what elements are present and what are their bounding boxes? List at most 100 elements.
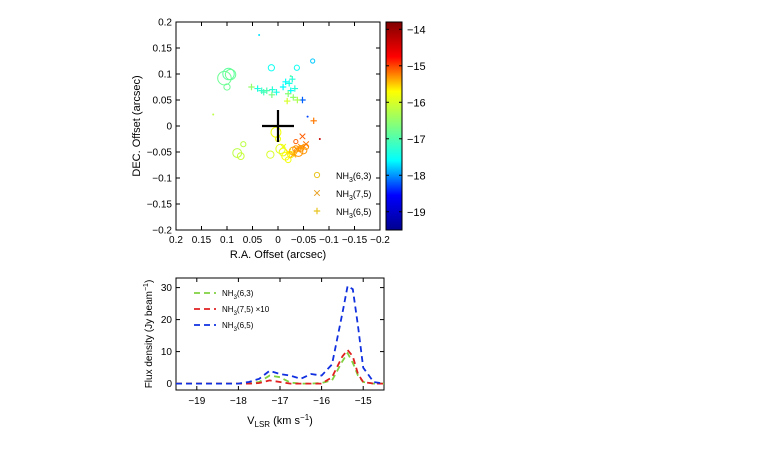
spectrum-legend-label: NH3(6,5) [222, 321, 254, 333]
spectrum-x-tick-label: −15 [355, 396, 372, 407]
scatter-point-circle [293, 64, 300, 71]
colorbar-ticks: −14 −15 −16 −17 −18 −19 [386, 24, 426, 219]
scatter-point-dot [318, 138, 321, 140]
colorbar-tick-label: −17 [407, 134, 426, 146]
scatter-legend-label: NH3(6,5) [336, 207, 371, 220]
center-cross [262, 110, 294, 142]
scatter-legend-label: NH3(6,3) [336, 171, 371, 184]
scatter-y-tick-label: −0.15 [147, 200, 173, 211]
scatter-point-dot [258, 34, 261, 36]
scatter-point-plus [273, 89, 280, 96]
colorbar-tick-label: −18 [407, 170, 426, 182]
spectrum-y-tick-label: 10 [161, 347, 173, 358]
center-cross-mark [262, 110, 294, 142]
spectrum-plot-area [175, 277, 385, 391]
scatter-point-circle [266, 150, 275, 159]
scatter-x-tick-label: 0.2 [169, 235, 183, 246]
scatter-y-tick-label: 0.05 [153, 96, 173, 107]
spectrum-x-ticks: −19 −18 −17 −16 −15 [188, 278, 372, 407]
scatter-point-plus [263, 87, 270, 94]
spectrum-series-line [176, 284, 385, 385]
scatter-y-tick-label: 0.2 [158, 18, 172, 29]
scatter-point-x [285, 148, 292, 156]
scatter-y-label: DEC. Offset (arcsec) [131, 75, 143, 176]
scatter-point-circle [310, 58, 316, 64]
scatter-point-plus [285, 90, 292, 97]
scatter-legend-marker [313, 189, 321, 197]
scatter-legend-marker [313, 171, 321, 179]
scatter-x-label: R.A. Offset (arcsec) [230, 249, 326, 261]
scatter-x-tick-label: −0.1 [319, 235, 339, 246]
scatter-y-ticks: 0.2 0.15 0.1 0.05 0 −0.05 −0.1 −0.15 −0.2 [147, 18, 380, 237]
scatter-point-dot [306, 115, 309, 118]
scatter-x-tick-label: 0.15 [192, 235, 212, 246]
scatter-y-tick-label: −0.2 [152, 226, 172, 237]
scatter-point-x [293, 146, 301, 153]
scatter-y-tick-label: −0.05 [147, 148, 173, 159]
scatter-point-x [279, 143, 287, 150]
scatter-x-tick-label: −0.05 [291, 235, 317, 246]
scatter-point-circle [223, 83, 231, 91]
spectrum-lines [176, 284, 385, 385]
scatter-point-plus [310, 117, 317, 124]
scatter-legend-marker [313, 207, 321, 215]
spectrum-x-tick-label: −19 [188, 396, 205, 407]
scatter-point-x [290, 151, 297, 158]
spectrum-chart: −19 −18 −17 −16 −15 0 10 20 30 NH3(6,3) NH3(7,5)… [143, 277, 385, 429]
scatter-point-plus [283, 97, 291, 105]
scatter-point-plus [282, 78, 289, 85]
scatter-point-plus [294, 96, 301, 104]
spectrum-legend-label: NH3(7,5) ×10 [222, 305, 270, 317]
scatter-point-circle [240, 141, 247, 148]
spectrum-y-label: Flux density (Jy beam−1) [143, 280, 155, 389]
spectrum-y-tick-label: 20 [161, 315, 173, 326]
scatter-y-tick-label: −0.1 [152, 174, 172, 185]
scatter-point-x [297, 143, 305, 150]
scatter-point-circle [293, 139, 299, 145]
scatter-point-plus [291, 85, 299, 92]
scatter-point-x [299, 133, 306, 140]
scatter-point-plus [279, 83, 287, 91]
spectrum-x-tick-label: −18 [230, 396, 247, 407]
scatter-legend-label: NH3(7,5) [336, 189, 371, 202]
scatter-point-circle [236, 152, 245, 161]
scatter-point-dot [289, 75, 292, 78]
scatter-x-tick-label: −0.15 [342, 235, 368, 246]
colorbar-tick-label: −14 [407, 24, 426, 36]
scatter-point-x [302, 141, 310, 148]
spectrum-legend-label: NH3(6,3) [222, 289, 254, 301]
scatter-x-tick-label: 0.1 [220, 235, 234, 246]
colorbar-tick-label: −19 [407, 207, 426, 219]
spectrum-y-tick-label: 30 [161, 283, 173, 294]
scatter-chart: 0.2 0.15 0.1 0.05 0 −0.05 −0.1 −0.15 −0.2 0.20.1… [131, 18, 390, 262]
scatter-x-tick-label: 0.05 [243, 235, 263, 246]
spectrum-x-tick-label: −16 [313, 396, 330, 407]
colorbar: −14 −15 −16 −17 −18 −19 [385, 21, 426, 231]
scatter-point-circle [267, 64, 275, 72]
scatter-point-circle [224, 68, 237, 81]
colorbar-tick-label: −15 [407, 61, 426, 73]
scatter-y-tick-label: 0.15 [153, 44, 173, 55]
scatter-point-plus [268, 91, 276, 98]
colorbar-gradient [385, 21, 403, 231]
spectrum-legend: NH3(6,3) NH3(7,5) ×10 NH3(6,5) [194, 289, 270, 333]
scatter-point-plus [286, 80, 293, 87]
scatter-x-tick-label: −0.2 [370, 235, 390, 246]
spectrum-x-tick-label: −17 [272, 396, 289, 407]
scatter-y-tick-label: 0.1 [158, 70, 172, 81]
scatter-legend: NH3(6,3) NH3(7,5) NH3(6,5) [313, 171, 371, 220]
scatter-point-dot [212, 113, 215, 116]
scatter-point-plus [254, 85, 261, 92]
scatter-point-plus [289, 76, 296, 83]
scatter-marks [212, 34, 321, 164]
scatter-x-ticks: 0.2 0.15 0.1 0.05 0 −0.05 −0.1 −0.15 −0.2 [169, 22, 390, 246]
scatter-point-plus [290, 94, 297, 101]
scatter-x-tick-label: 0 [275, 235, 281, 246]
spectrum-y-tick-label: 0 [166, 379, 172, 390]
scatter-point-plus [248, 83, 255, 91]
spectrum-series-line [176, 348, 384, 385]
spectrum-x-label: VLSR (km s−1) [247, 413, 313, 429]
colorbar-tick-label: −16 [407, 97, 426, 109]
scatter-y-tick-label: 0 [166, 122, 172, 133]
